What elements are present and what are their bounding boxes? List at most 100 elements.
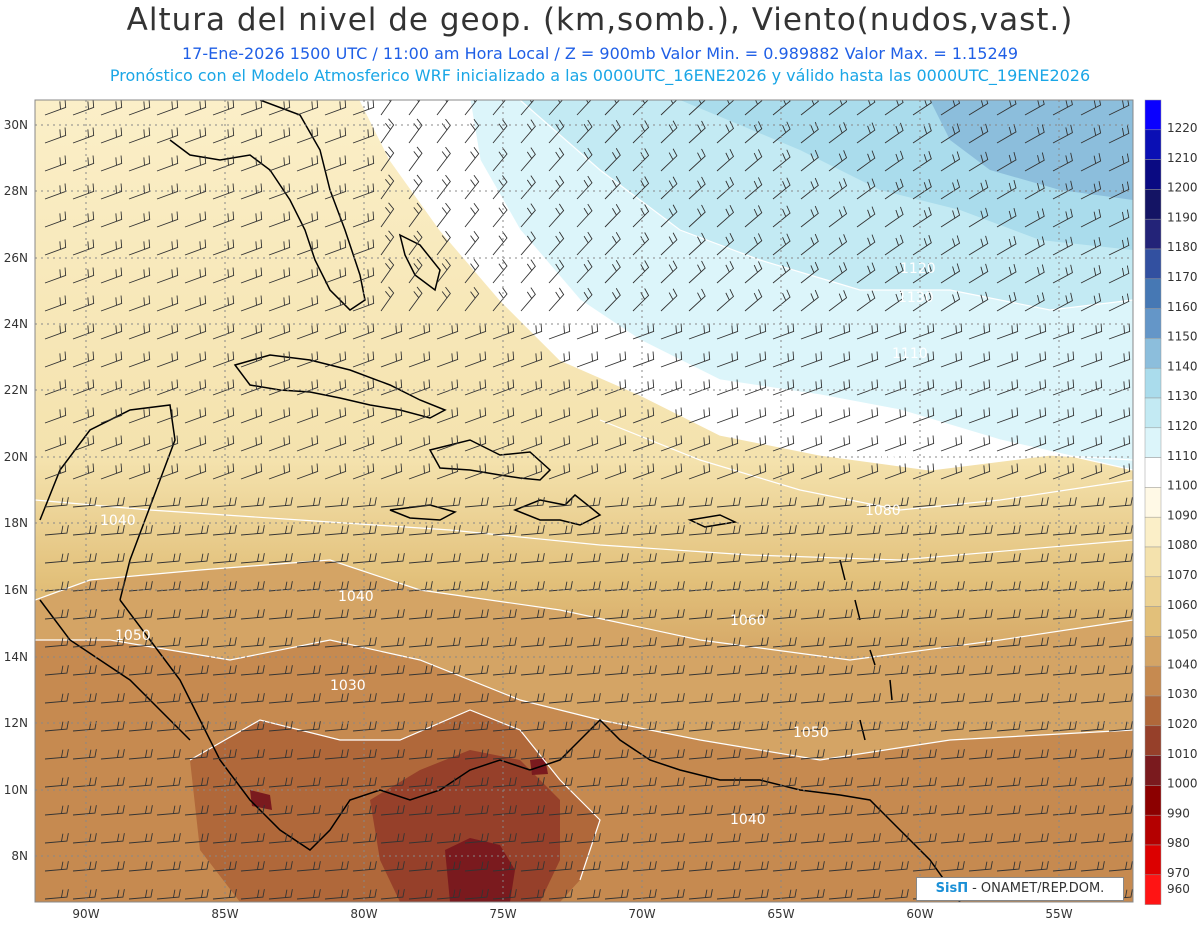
wind-barb: [856, 609, 881, 620]
wind-barb: [380, 118, 395, 144]
colorbar-label: 1220: [1167, 121, 1198, 135]
wind-barb: [352, 889, 377, 900]
wind-barb: [576, 379, 599, 396]
wind-barb: [660, 379, 683, 396]
wind-barb: [296, 665, 321, 676]
wind-barb: [100, 553, 125, 564]
wind-barb: [996, 833, 1021, 844]
wind-barb: [352, 525, 377, 536]
wind-barb: [744, 553, 769, 564]
colorbar-swatch: [1144, 487, 1162, 518]
wind-barb: [184, 497, 209, 508]
wind-barb: [464, 609, 489, 620]
wind-barb: [856, 206, 876, 228]
wind-barb: [1024, 236, 1045, 256]
wind-barb: [744, 463, 767, 480]
wind-barb: [380, 146, 395, 172]
wind-barb: [1080, 125, 1102, 144]
wind-barb: [1024, 525, 1049, 536]
wind-barb: [856, 150, 876, 172]
wind-barb: [1052, 124, 1073, 144]
wind-barb: [772, 407, 795, 424]
wind-barb: [604, 665, 629, 676]
wind-barb: [968, 435, 991, 452]
wind-barb: [856, 351, 879, 368]
wind-barb: [380, 609, 405, 620]
contour-label: 1130: [898, 290, 934, 306]
wind-barb: [1108, 833, 1133, 844]
colorbar-label: 1030: [1167, 687, 1198, 701]
wind-barb: [1024, 609, 1049, 620]
wind-barb: [436, 833, 461, 844]
wind-barb: [856, 100, 876, 116]
wind-barb: [212, 749, 237, 760]
wind-barb: [72, 805, 97, 816]
wind-barb: [548, 861, 573, 872]
wind-barb: [1052, 463, 1075, 480]
wind-barb: [1108, 693, 1133, 704]
wind-barb: [492, 147, 508, 172]
wind-barb: [604, 120, 621, 144]
wind-barb: [212, 805, 237, 816]
contour-label: 1030: [330, 678, 366, 694]
wind-barb: [604, 232, 621, 256]
wind-barb: [296, 581, 321, 592]
wind-barb: [212, 609, 237, 620]
wind-barb: [632, 232, 650, 256]
wind-barb: [72, 351, 95, 368]
colorbar-swatch: [1144, 308, 1162, 339]
wind-barb: [72, 665, 97, 676]
wind-barb: [576, 665, 601, 676]
wind-barb: [72, 239, 95, 256]
wind-barb: [1080, 525, 1105, 536]
wind-barb: [744, 177, 763, 200]
wind-barb: [856, 407, 879, 424]
wind-barb: [464, 861, 489, 872]
wind-barb: [1052, 833, 1077, 844]
wind-barb: [268, 351, 291, 368]
wind-barb: [1080, 749, 1105, 760]
wind-barb: [744, 833, 769, 844]
colorbar-swatch: [1144, 278, 1162, 309]
wind-barb: [1024, 323, 1047, 340]
wind-barb: [520, 351, 543, 368]
wind-barb: [268, 407, 291, 424]
wind-barb: [72, 127, 95, 144]
wind-barb: [1108, 209, 1130, 228]
wind-barb: [856, 721, 881, 732]
wind-barb: [436, 609, 461, 620]
wind-barb: [296, 553, 321, 564]
wind-barb: [240, 463, 263, 480]
wind-barb: [744, 805, 769, 816]
wind-barb: [716, 205, 735, 228]
wind-barb: [800, 233, 819, 256]
wind-barb: [324, 553, 349, 564]
wind-barb: [828, 323, 851, 340]
wind-barb: [1108, 749, 1133, 760]
wind-barb: [492, 525, 517, 536]
wind-barb: [240, 861, 265, 872]
wind-barb: [940, 777, 965, 788]
wind-barb: [828, 777, 853, 788]
wind-barb: [520, 833, 545, 844]
wind-barb: [492, 637, 517, 648]
wind-barb: [996, 497, 1021, 508]
wind-barb: [352, 749, 377, 760]
wind-barb: [912, 379, 935, 396]
wind-barb: [380, 749, 405, 760]
wind-barb: [912, 179, 932, 200]
wind-barb: [184, 749, 209, 760]
wind-barb: [996, 861, 1021, 872]
wind-barb: [632, 861, 657, 872]
wind-barb: [128, 525, 153, 536]
wind-barb: [352, 861, 377, 872]
wind-barb: [464, 637, 489, 648]
wind-barb: [884, 379, 907, 396]
wind-barb: [548, 777, 573, 788]
wind-barb: [912, 323, 935, 340]
wind-barb: [968, 407, 991, 424]
wind-barb: [660, 323, 683, 340]
colorbar-swatch: [1144, 338, 1162, 369]
wind-barb: [604, 435, 627, 452]
wind-barb: [996, 180, 1017, 200]
